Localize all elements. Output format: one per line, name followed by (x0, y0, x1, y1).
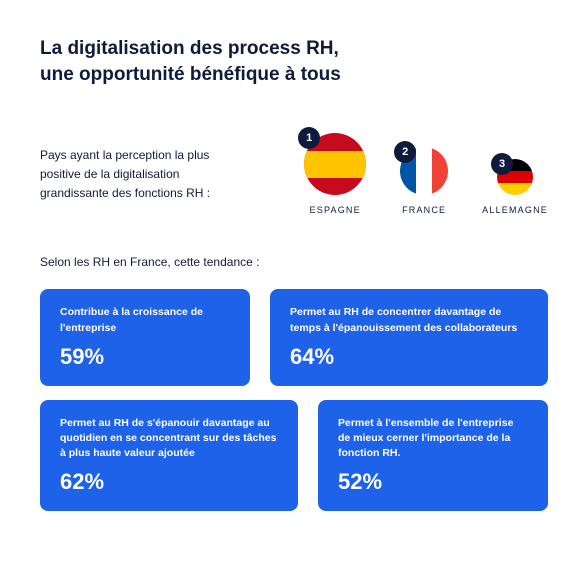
stat-card-desc: Permet à l'ensemble de l'entreprise de m… (338, 416, 528, 462)
flag-spain-icon: 1 (304, 133, 366, 195)
stat-card-percent: 59% (60, 344, 230, 370)
stat-card-percent: 52% (338, 469, 528, 495)
flag-ranking: 1 ESPAGNE 2 FRANCE 3 (304, 133, 548, 215)
title-line-1: La digitalisation des process RH, (40, 38, 339, 59)
stat-card-desc: Permet au RH de concentrer davantage de … (290, 305, 528, 335)
page-title: La digitalisation des process RH, une op… (40, 36, 548, 87)
flag-france-icon: 2 (400, 147, 448, 195)
stat-card: Permet au RH de concentrer davantage de … (270, 289, 548, 385)
country-germany: 3 ALLEMAGNE (482, 159, 548, 215)
stat-card-percent: 62% (60, 469, 278, 495)
country-label: ESPAGNE (310, 205, 361, 215)
stat-card-desc: Contribue à la croissance de l'entrepris… (60, 305, 230, 335)
stat-card: Permet à l'ensemble de l'entreprise de m… (318, 400, 548, 512)
card-row: Contribue à la croissance de l'entrepris… (40, 289, 548, 385)
countries-section: Pays ayant la perception la plus positiv… (40, 133, 548, 215)
stat-card-desc: Permet au RH de s'épanouir davantage au … (60, 416, 278, 462)
country-spain: 1 ESPAGNE (304, 133, 366, 215)
country-label: ALLEMAGNE (482, 205, 548, 215)
card-row: Permet au RH de s'épanouir davantage au … (40, 400, 548, 512)
stat-cards: Contribue à la croissance de l'entrepris… (40, 289, 548, 511)
stat-card-percent: 64% (290, 344, 528, 370)
title-line-2: une opportunité bénéfique à tous (40, 64, 341, 85)
country-france: 2 FRANCE (400, 147, 448, 215)
flag-germany-icon: 3 (497, 159, 533, 195)
stat-card: Permet au RH de s'épanouir davantage au … (40, 400, 298, 512)
subhead-text: Selon les RH en France, cette tendance : (40, 255, 548, 269)
stat-card: Contribue à la croissance de l'entrepris… (40, 289, 250, 385)
country-label: FRANCE (402, 205, 446, 215)
intro-text: Pays ayant la perception la plus positiv… (40, 146, 250, 202)
